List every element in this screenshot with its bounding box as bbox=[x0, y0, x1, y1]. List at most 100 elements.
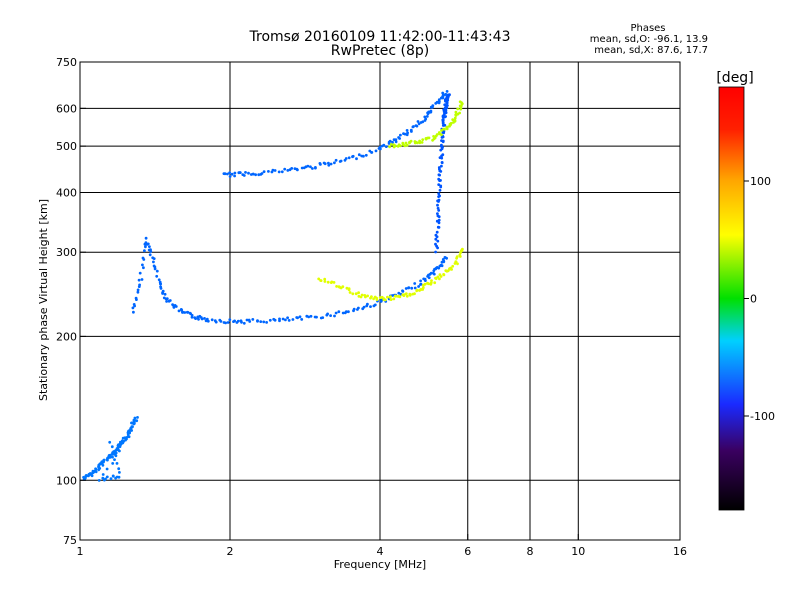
data-point bbox=[398, 295, 402, 299]
data-point bbox=[101, 476, 105, 480]
data-point bbox=[426, 281, 429, 285]
data-point bbox=[442, 260, 446, 264]
data-point bbox=[412, 125, 415, 128]
y-tick-label: 100 bbox=[56, 474, 77, 487]
data-point bbox=[436, 275, 440, 279]
data-point bbox=[421, 138, 425, 142]
data-point bbox=[404, 287, 408, 290]
x-tick-label: 10 bbox=[571, 545, 585, 558]
data-point bbox=[177, 309, 181, 313]
data-point bbox=[214, 320, 218, 324]
data-point bbox=[454, 260, 458, 264]
data-point bbox=[161, 291, 165, 294]
data-point bbox=[115, 462, 119, 465]
data-point bbox=[405, 294, 409, 298]
data-point bbox=[404, 292, 408, 295]
data-point bbox=[224, 321, 228, 325]
phase-stats-x: mean, sd,X: 87.6, 17.7 bbox=[594, 45, 708, 56]
data-point bbox=[413, 292, 416, 296]
data-point bbox=[155, 269, 159, 273]
data-point bbox=[152, 260, 155, 264]
data-point bbox=[424, 117, 428, 121]
data-point bbox=[434, 250, 437, 254]
data-point bbox=[389, 143, 393, 146]
data-point bbox=[83, 476, 87, 480]
data-point bbox=[443, 93, 447, 96]
y-tick-label: 500 bbox=[56, 140, 77, 153]
data-point bbox=[219, 320, 223, 323]
data-point bbox=[347, 288, 351, 292]
data-point bbox=[444, 256, 447, 259]
data-point bbox=[389, 295, 392, 298]
data-point bbox=[373, 303, 377, 307]
data-point bbox=[372, 297, 375, 301]
y-tick-label: 75 bbox=[63, 534, 77, 547]
data-point bbox=[434, 134, 438, 138]
data-point bbox=[362, 154, 365, 158]
data-point bbox=[436, 239, 440, 243]
data-point bbox=[133, 416, 137, 420]
data-point bbox=[306, 164, 310, 168]
data-point bbox=[370, 295, 373, 298]
data-point bbox=[433, 281, 437, 285]
data-point bbox=[431, 104, 435, 108]
data-point bbox=[374, 149, 378, 153]
series-o-mode-critical-cusp bbox=[434, 93, 451, 254]
data-point bbox=[228, 171, 232, 175]
y-tick-label: 200 bbox=[56, 330, 77, 343]
data-point bbox=[141, 263, 144, 267]
data-point bbox=[242, 174, 246, 177]
data-point bbox=[142, 266, 145, 270]
data-point bbox=[439, 263, 443, 267]
data-point bbox=[94, 467, 98, 471]
data-point bbox=[413, 282, 417, 285]
data-point bbox=[329, 314, 332, 317]
data-point bbox=[239, 319, 243, 323]
data-point bbox=[375, 296, 378, 300]
data-point bbox=[347, 156, 351, 160]
data-point bbox=[410, 286, 414, 290]
x-axis-label: Frequency [MHz] bbox=[334, 558, 426, 571]
data-point bbox=[136, 416, 139, 419]
data-point bbox=[318, 162, 322, 165]
data-point bbox=[300, 318, 304, 321]
x-tick-label: 8 bbox=[527, 545, 534, 558]
data-point bbox=[334, 311, 338, 315]
data-point bbox=[394, 140, 398, 144]
data-point bbox=[434, 237, 438, 241]
data-point bbox=[283, 167, 287, 171]
data-point bbox=[113, 458, 116, 461]
data-point bbox=[399, 133, 402, 137]
data-point bbox=[429, 109, 433, 113]
data-point bbox=[111, 474, 115, 478]
data-point bbox=[439, 275, 443, 278]
y-tick-label: 300 bbox=[56, 246, 77, 259]
data-point bbox=[109, 477, 113, 481]
series-o-mode-upper-trace bbox=[222, 90, 449, 178]
data-point bbox=[434, 242, 437, 246]
data-point bbox=[131, 425, 134, 429]
data-point bbox=[327, 161, 330, 165]
y-tick-label: 600 bbox=[56, 102, 77, 115]
data-point bbox=[136, 288, 140, 292]
data-point bbox=[437, 166, 441, 169]
data-point bbox=[327, 163, 331, 167]
data-point bbox=[453, 116, 457, 120]
data-point bbox=[439, 144, 443, 148]
data-point bbox=[403, 144, 407, 148]
data-point bbox=[423, 115, 427, 119]
data-point bbox=[108, 455, 112, 459]
data-point bbox=[345, 286, 349, 290]
data-point bbox=[148, 245, 151, 249]
data-point bbox=[223, 172, 227, 176]
data-point bbox=[256, 319, 259, 322]
y-tick-label: 400 bbox=[56, 186, 77, 199]
data-point bbox=[144, 236, 148, 240]
data-point bbox=[101, 473, 105, 476]
data-point bbox=[409, 128, 413, 132]
data-point bbox=[427, 276, 431, 280]
x-tick-label: 1 bbox=[77, 545, 84, 558]
data-point bbox=[94, 470, 98, 474]
data-point bbox=[110, 445, 114, 449]
